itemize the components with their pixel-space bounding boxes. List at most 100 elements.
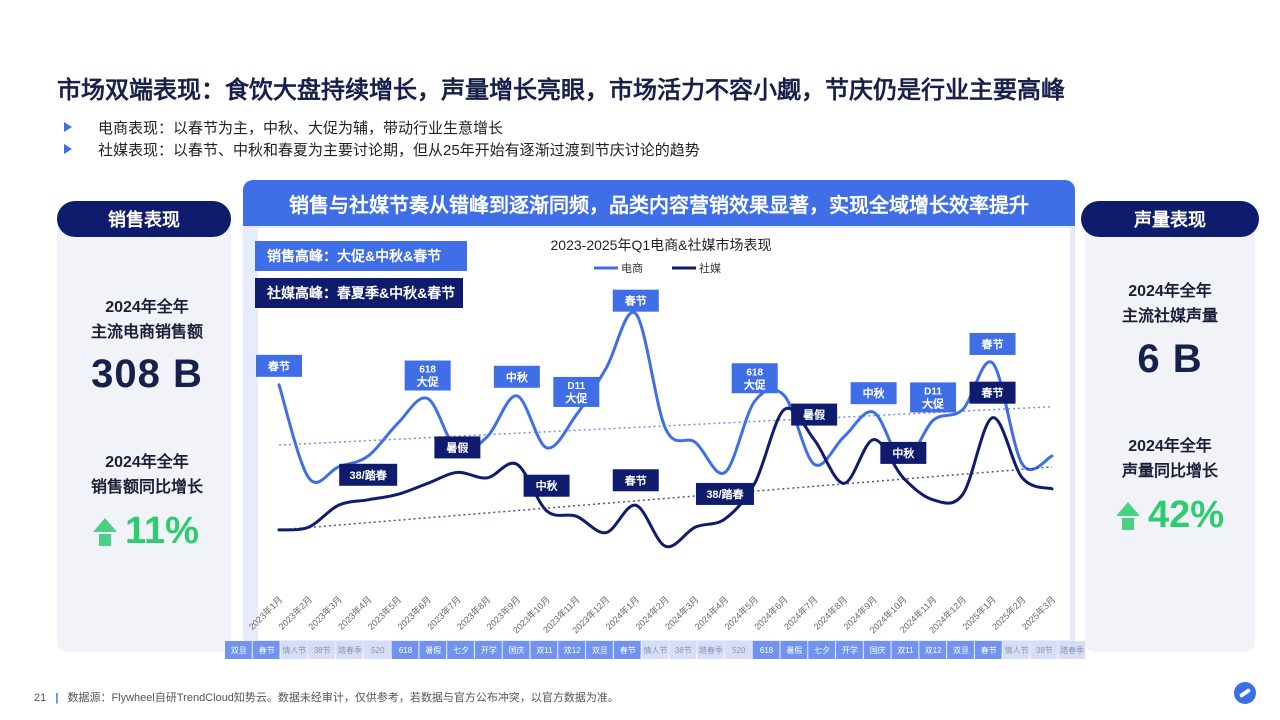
annotation-label: 春节 [982,386,1004,400]
annotation-box [612,469,659,492]
trend-line [278,466,1053,531]
annotation-label: 618 [746,367,763,378]
label-line: 主流社媒声量 [1121,308,1218,325]
bullet-list: 电商表现：以春节为主，中秋、大促为辅，带动行业生意增长 社媒表现：以春节、中秋和… [64,116,700,160]
event-label: 暑假 [786,646,802,655]
label-line: 2024年全年 [1128,438,1212,455]
annotation-box [880,441,927,464]
social-metric1-value: 6 B [1137,337,1203,381]
social-card [1085,204,1255,652]
event-label: 38节 [675,646,692,655]
annotation-label: 中秋 [892,446,915,460]
event-cell [586,641,613,659]
event-cell [391,641,419,659]
annotation-box [791,403,838,426]
annotation-box [910,382,957,413]
event-label: 春节 [981,645,997,655]
label-line: 2024年全年 [1128,283,1212,300]
series-line [277,310,1054,484]
annotation-label: 中秋 [863,386,886,400]
event-cell [641,641,669,659]
annotation-label: 大促 [744,377,767,391]
event-label: 国庆 [509,645,525,655]
annotation-label: 暑假 [803,408,826,422]
annotation-label: 春节 [625,473,647,487]
event-cell [419,641,447,659]
annotation-label: 大促 [922,396,945,410]
event-label: 双11 [536,646,553,655]
series-line [277,406,1054,549]
event-cell [891,641,919,659]
triangle-bullet-icon [64,144,72,154]
event-label: 38节 [314,646,331,655]
annotation-box [969,381,1016,404]
annotation-box [256,354,302,377]
event-label: 开学 [842,645,858,655]
annotation-box [850,382,897,405]
bullet-text: 电商表现：以春节为主，中秋、大促为辅，带动行业生意增长 [98,119,504,137]
social-metric2-label: 2024年全年 声量同比增长 [1081,434,1259,484]
page-title: 市场双端表现：食饮大盘持续增长，声量增长亮眼，市场活力不容小觑，节庆仍是行业主要… [57,77,1065,104]
bullet-item: 电商表现：以春节为主，中秋、大促为辅，带动行业生意增长 [64,116,700,138]
event-label: 双旦 [953,646,969,655]
label-line: 2024年全年 [105,299,189,316]
event-cell [974,641,1002,659]
sales-card [57,204,231,652]
event-cell [613,641,641,659]
event-label: 618 [399,646,413,655]
sales-growth: 11% [93,510,199,553]
event-cell [280,641,308,659]
event-cell [225,641,252,659]
event-label: 七夕 [453,645,469,655]
label-line: 销售额同比增长 [90,479,203,496]
event-label: 情人节 [644,645,668,655]
event-cell [502,641,530,659]
event-cell [1030,641,1058,659]
event-cell [780,641,808,659]
event-label: 国庆 [870,645,886,655]
footer-source: 数据源：Flywheel自研TrendCloud知势云。数据未经审计，仅供参考，… [67,692,619,704]
annotation-label: 春节 [982,337,1004,351]
annotation-box [434,436,481,459]
annotation-label: 春节 [625,294,647,308]
legend-label: 社媒 [699,261,721,275]
sales-metric1-label: 2024年全年 主流电商销售额 [57,295,237,345]
social-growth: 42% [1116,494,1224,537]
event-cell [558,641,586,659]
event-cell [919,641,947,659]
annotation-label: 大促 [565,391,588,405]
sales-pill: 销售表现 [57,201,231,237]
bullet-text: 社媒表现：以春节、中秋和春夏为主要讨论期，但从25年开始有逐渐过渡到节庆讨论的趋… [98,141,700,159]
event-label: 618 [760,646,774,655]
label-line: 声量同比增长 [1121,463,1218,480]
annotation-box [404,360,451,391]
event-label: 双11 [897,646,914,655]
event-label: 踏春季 [699,645,723,655]
event-label: 开学 [481,645,497,655]
event-label: 情人节 [282,645,306,655]
event-label: 踏春季 [1060,645,1084,655]
event-label: 春节 [259,645,275,655]
sales-peak-box: 销售高峰：大促&中秋&春节 [255,241,467,271]
event-cell [836,641,863,659]
annotation-label: 中秋 [536,479,559,493]
event-label: 春节 [620,645,636,655]
sales-growth-value: 11% [125,510,199,552]
annotation-label: 中秋 [506,370,529,384]
event-cell [724,641,752,659]
annotation-box [612,289,659,312]
event-label: 双12 [925,646,942,655]
annotation-box [523,474,570,497]
social-pill: 声量表现 [1081,201,1259,237]
social-growth-value: 42% [1148,494,1225,536]
annotation-label: D11 [924,386,942,397]
annotation-box [969,332,1016,355]
event-cell [447,641,474,659]
event-cell [1002,641,1030,659]
event-label: 520 [732,646,746,655]
event-label: 双旦 [592,646,608,655]
annotation-label: 暑假 [446,440,469,454]
event-label: 七夕 [814,645,830,655]
event-cell [336,641,363,659]
